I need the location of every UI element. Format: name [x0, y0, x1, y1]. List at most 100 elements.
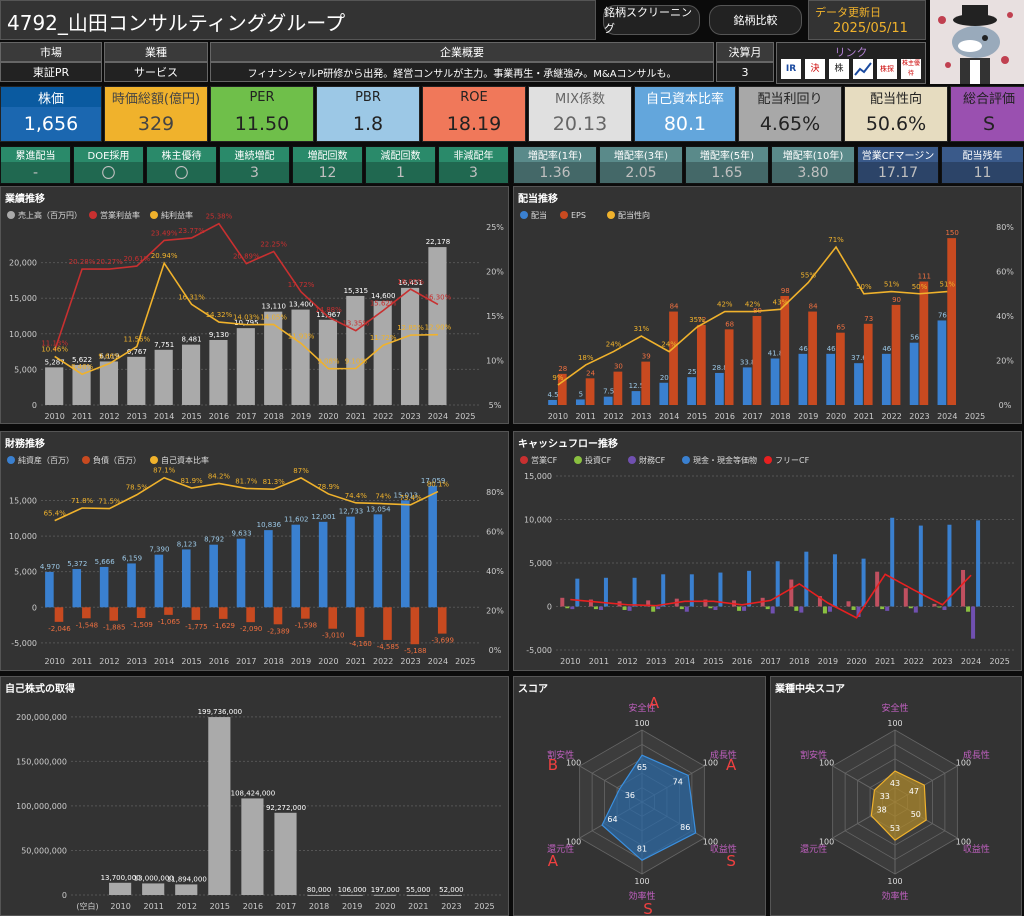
- radar-value: 33: [880, 792, 890, 801]
- metric-4: ROE 18.19: [422, 86, 526, 142]
- line-data-label: 14.88%: [315, 306, 342, 314]
- bar: [274, 812, 297, 895]
- radar-axis-label: 安全性: [628, 702, 655, 714]
- bar-data-label: 80,000: [307, 886, 332, 894]
- bar-data-label: 8,481: [182, 336, 202, 344]
- bar: [875, 571, 880, 607]
- bar: [854, 363, 863, 405]
- x-tick-label: 2019: [291, 657, 311, 666]
- x-tick-label: 2019: [818, 657, 838, 666]
- stat-value: 3: [220, 162, 289, 183]
- radar-max-label: 100: [566, 838, 581, 847]
- radar-area: [601, 754, 697, 862]
- x-tick-label: 2014: [675, 657, 695, 666]
- kabutan-link-icon[interactable]: 株探: [877, 59, 897, 79]
- fiscal-value: 3: [716, 62, 774, 82]
- y-tick-label: 15,000: [9, 496, 37, 505]
- bar: [109, 607, 119, 621]
- bar-data-label: 9,633: [231, 530, 251, 538]
- line-data-label: 31%: [634, 325, 650, 333]
- bar: [752, 316, 762, 405]
- line-data-label: 17.72%: [288, 281, 315, 289]
- legend-marker: [7, 211, 15, 219]
- update-label: データ更新日: [815, 6, 881, 19]
- kabu-link-icon[interactable]: 株: [829, 59, 849, 79]
- x-tick-label: 2023: [400, 657, 420, 666]
- x-tick-label: 2012: [603, 412, 623, 421]
- bar: [318, 521, 328, 608]
- y-tick-label: 200,000,000: [16, 713, 67, 722]
- bar: [641, 361, 651, 405]
- x-tick-label: 2021: [346, 412, 366, 421]
- x-tick-label: 2015: [687, 412, 707, 421]
- zaimu-chart: 純資産（百万） 負債（百万） 自己資本比率 -5,000 0 5,000 10,000 15,…: [7, 455, 504, 666]
- metric-0: 株価 1,656: [0, 86, 102, 142]
- line-data-label: 24%: [606, 341, 622, 349]
- metric-label: 配当利回り: [739, 87, 841, 107]
- bar-data-label: 13,054: [366, 505, 391, 513]
- metric-label: 株価: [1, 87, 101, 107]
- bar: [937, 320, 947, 405]
- metric-6: 自己資本比率 80.1: [634, 86, 736, 142]
- x-tick-label: 2020: [318, 657, 338, 666]
- bar: [400, 500, 410, 608]
- bar: [966, 606, 971, 612]
- bar: [355, 607, 365, 637]
- metric-label: PER: [211, 87, 313, 107]
- metric-value: 1,656: [1, 107, 101, 141]
- cf-title: キャッシュフロー推移: [518, 439, 618, 450]
- bar: [109, 882, 132, 895]
- bar: [715, 372, 724, 405]
- line-data-label: 18%: [578, 354, 594, 362]
- ir-link-icon[interactable]: IR: [781, 59, 801, 79]
- stat-value: 〇: [147, 162, 216, 183]
- line-data-label: 71.8%: [71, 497, 94, 505]
- radar-value: 53: [890, 824, 900, 833]
- bar-data-label: 13,700,000: [101, 874, 141, 882]
- y-tick-label: 10,000: [9, 330, 37, 339]
- bar-data-label: 33.8: [740, 358, 756, 366]
- bar-data-label: -2,090: [240, 625, 263, 633]
- bar: [181, 344, 201, 405]
- screening-button[interactable]: 銘柄スクリーニング: [603, 5, 700, 35]
- stat-label: 減配回数: [366, 147, 435, 162]
- line-data-label: 25.38%: [206, 213, 233, 221]
- line-data-label: 84.2%: [208, 472, 231, 480]
- bar-data-label: 46: [799, 345, 808, 353]
- x-tick-label: 2011: [144, 902, 164, 911]
- series-line: [557, 245, 948, 386]
- kessan-link-icon[interactable]: 決: [805, 59, 825, 79]
- bar-data-label: -5,188: [404, 647, 427, 655]
- stat-1: DOE採用〇: [73, 146, 144, 184]
- bar: [765, 606, 770, 610]
- legend-marker: [560, 211, 568, 219]
- y-tick-label: 0: [547, 603, 552, 612]
- chart-link-icon[interactable]: [853, 59, 873, 79]
- bar-data-label: -1,775: [185, 623, 208, 631]
- line-data-label: 51%: [940, 281, 956, 289]
- bar: [836, 332, 845, 405]
- bar-data-label: 12,733: [339, 508, 364, 516]
- stat-value: 3.80: [772, 162, 854, 183]
- line-data-label: 35%: [689, 316, 705, 324]
- metric-label: 総合評価: [951, 87, 1024, 107]
- legend-label: 営業CF: [531, 455, 558, 465]
- stat-10: 増配率(10年) 3.80: [771, 146, 855, 184]
- x-tick-label: 2011: [576, 412, 596, 421]
- x-tick-label: 2020: [846, 657, 866, 666]
- x-tick-label: 2022: [881, 412, 901, 421]
- bar-data-label: -1,885: [103, 624, 126, 632]
- bar-data-label: -1,629: [212, 622, 235, 630]
- yutai-link-icon[interactable]: 株主優待: [901, 59, 921, 79]
- bar: [827, 606, 832, 612]
- y2-tick-label: 60%: [996, 268, 1014, 277]
- compare-button[interactable]: 銘柄比較: [709, 5, 802, 35]
- line-data-label: 9%: [552, 374, 563, 382]
- stat-value: 〇: [74, 162, 143, 183]
- radar-axis-label: 割安性: [547, 749, 574, 761]
- bar: [713, 606, 718, 610]
- bar-data-label: 5: [579, 390, 583, 398]
- bar: [346, 295, 365, 405]
- radar-max-label: 100: [819, 838, 834, 847]
- bar-data-label: 73: [864, 315, 873, 323]
